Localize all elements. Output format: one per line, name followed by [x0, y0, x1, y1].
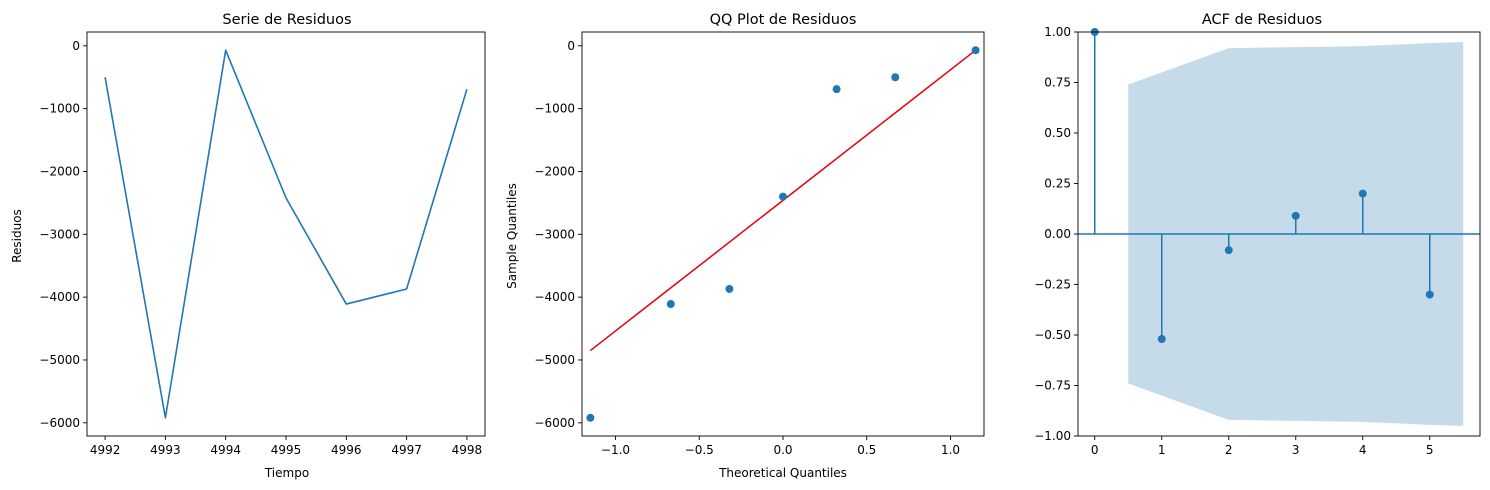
qq-plot-ytick-label: −2000 — [534, 164, 575, 178]
acf-title: ACF de Residuos — [1202, 12, 1322, 28]
acf-xtick-label: 1 — [1158, 443, 1166, 457]
acf-xtick-label: 0 — [1091, 443, 1099, 457]
acf-marker — [1291, 211, 1300, 220]
qq-sample-point — [891, 73, 900, 82]
qq-plot-xlabel: Theoretical Quantiles — [718, 466, 847, 480]
residual-series-title: Serie de Residuos — [222, 12, 351, 28]
acf-marker — [1224, 246, 1233, 255]
qq-sample-point — [832, 85, 841, 94]
residual-series-ylabel: Residuos — [10, 209, 24, 263]
qq-plot-xtick-label: 1.0 — [941, 443, 960, 457]
residual-series-xtick-label: 4993 — [150, 443, 181, 457]
residual-series-ytick-label: −2000 — [39, 164, 80, 178]
qq-plot-xtick-label: 0.5 — [857, 443, 876, 457]
residual-series-xtick-label: 4997 — [391, 443, 422, 457]
qq-plot-xtick-label: 0.0 — [773, 443, 792, 457]
qq-plot-panel: QQ Plot de Residuos Theoretical Quantile… — [505, 12, 985, 480]
acf-ytick-label: −0.75 — [1034, 379, 1071, 393]
residual-series-line — [104, 49, 468, 419]
residual-series-xlabel: Tiempo — [264, 466, 309, 480]
acf-ytick-label: 0.75 — [1044, 76, 1071, 90]
residual-series-panel: Serie de Residuos Tiempo Residuos 0 −1000… — [10, 12, 486, 480]
residual-series-axes-frame — [86, 31, 486, 437]
qq-sample-point — [971, 46, 980, 55]
residual-series-ytick-label: −6000 — [39, 416, 80, 430]
qq-plot-xtick-label: −1.0 — [601, 443, 630, 457]
residual-series-xtick-label: 4994 — [210, 443, 241, 457]
qq-plot-ytick-label: −5000 — [534, 353, 575, 367]
acf-ytick-label: 1.00 — [1044, 25, 1071, 39]
residual-series-xtick-label: 4992 — [90, 443, 121, 457]
residual-series-ytick-label: −1000 — [39, 102, 80, 116]
acf-marker — [1358, 189, 1367, 198]
acf-ytick-label: −1.00 — [1034, 429, 1071, 443]
qq-plot-xtick-label: −0.5 — [685, 443, 714, 457]
qq-plot-axes-frame — [581, 31, 985, 437]
acf-plot: 1.00 0.75 0.50 0.25 0.00 −0.25 −0.50 −0.75 −1.00… — [1034, 25, 1481, 457]
acf-ytick-label: 0.00 — [1044, 227, 1071, 241]
qq-sample-point — [779, 192, 787, 201]
qq-plot-ytick-label: −6000 — [534, 416, 575, 430]
qq-sample-point — [725, 284, 734, 293]
acf-marker — [1157, 335, 1166, 344]
residual-series-ytick-label: −3000 — [39, 227, 80, 241]
acf-ytick-label: −0.25 — [1034, 278, 1071, 292]
qq-plot-ylabel: Sample Quantiles — [505, 183, 519, 289]
acf-xtick-label: 3 — [1292, 443, 1300, 457]
residual-series-ytick-label: 0 — [72, 39, 80, 53]
acf-ytick-label: 0.25 — [1044, 177, 1071, 191]
residual-series-ytick-label: −4000 — [39, 290, 80, 304]
acf-ytick-label: −0.50 — [1034, 328, 1071, 342]
qq-sample-point — [666, 300, 675, 309]
residual-series-xtick-label: 4998 — [452, 443, 483, 457]
qq-plot: 0 −1000 −2000 −3000 −4000 −5000 −6000 −1.0 −0.5 0… — [534, 31, 985, 457]
qq-plot-ytick-label: −1000 — [534, 102, 575, 116]
acf-xtick-label: 2 — [1225, 443, 1233, 457]
residual-series-xtick-label: 4996 — [331, 443, 362, 457]
acf-xtick-label: 5 — [1426, 443, 1434, 457]
qq-plot-title: QQ Plot de Residuos — [710, 12, 857, 28]
qq-plot-ytick-label: 0 — [567, 39, 575, 53]
acf-panel: ACF de Residuos 1.00 0.75 0.50 0.25 0.00 −0.2… — [1034, 12, 1481, 457]
residual-series-xtick-label: 4995 — [271, 443, 302, 457]
acf-xtick-label: 4 — [1359, 443, 1367, 457]
qq-sample-point — [586, 413, 595, 422]
qq-plot-ytick-label: −3000 — [534, 227, 575, 241]
qq-plot-ytick-label: −4000 — [534, 290, 575, 304]
acf-marker — [1425, 290, 1434, 299]
residual-series-ytick-label: −5000 — [39, 353, 80, 367]
residual-series-plot: 0 −1000 −2000 −3000 −4000 −5000 −6000 4992 4993 4… — [39, 31, 486, 457]
acf-ytick-label: 0.50 — [1044, 126, 1071, 140]
